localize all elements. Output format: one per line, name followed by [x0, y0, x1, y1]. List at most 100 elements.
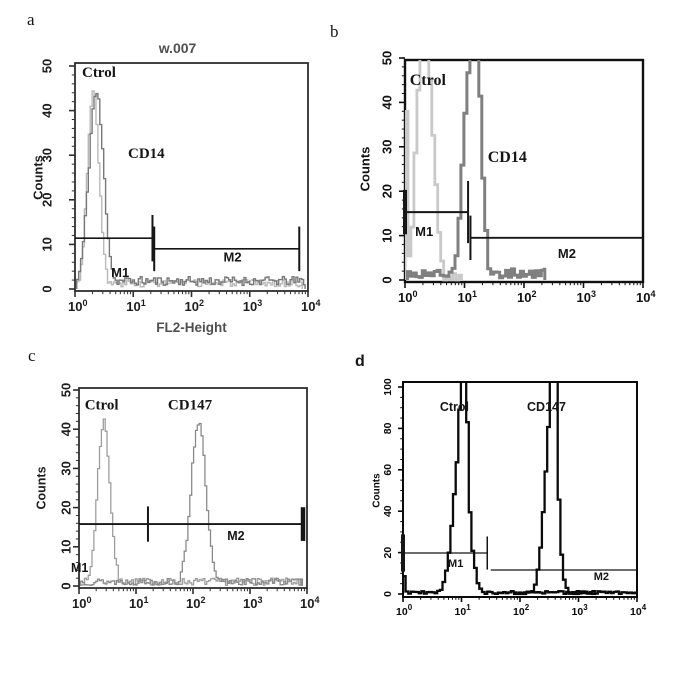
- annotation-cd14: CD14: [488, 149, 527, 166]
- annotations-d: Ctrol CD147: [440, 400, 566, 414]
- x-tick-label: 102: [513, 603, 530, 618]
- x-tick-label: 101: [455, 603, 472, 618]
- y-tick-label: 40: [39, 103, 54, 117]
- histogram-curves-c: [80, 418, 304, 586]
- y-tick-label: 30: [39, 148, 54, 162]
- y-tick-label: 20: [58, 500, 73, 514]
- x-tick-label: 102: [185, 298, 204, 314]
- annotation-cd147: CD147: [527, 400, 566, 414]
- y-tick-label: 10: [379, 228, 394, 242]
- x-tick-label: 101: [458, 289, 477, 305]
- histogram-curves-b: [405, 60, 547, 282]
- y-tick-label: 40: [382, 505, 394, 517]
- x-tick-label: 103: [577, 289, 596, 305]
- annotation-ctrol: Ctrol: [85, 398, 119, 414]
- y-tick-label: 20: [382, 547, 394, 559]
- y-tick-label: 50: [39, 59, 54, 73]
- annotation-cd147: CD147: [168, 398, 213, 414]
- y-tick-label: 10: [58, 540, 73, 554]
- plot-box-d: [402, 381, 638, 598]
- gate-label-m1: M1: [111, 265, 129, 280]
- gate-label-m2: M2: [558, 246, 576, 261]
- x-tick-label: 104: [636, 289, 655, 305]
- x-axis-d: 100 101 102 103 104: [396, 597, 647, 618]
- panel-d: d 100 101 102 103 104 0 20 40 60 80 100 Counts M1 M2 Ct…: [355, 353, 647, 618]
- curve-ctrol-d: [403, 382, 637, 596]
- gate-markers-a: M1 M2: [75, 214, 301, 280]
- annotation-ctrol: Ctrol: [82, 65, 116, 81]
- curve-ctrol-a: [76, 90, 303, 289]
- x-tick-label: 100: [398, 289, 417, 305]
- y-axis-title-d: Counts: [372, 473, 383, 508]
- gate-label-m1: M1: [415, 224, 433, 239]
- y-tick-label: 80: [382, 422, 394, 434]
- y-tick-label: 100: [382, 378, 394, 396]
- x-tick-label: 103: [243, 298, 262, 314]
- y-axis-title-b: Counts: [357, 147, 372, 192]
- y-tick-label: 50: [58, 383, 73, 397]
- y-tick-label: 40: [58, 422, 73, 436]
- y-tick-label: 30: [58, 461, 73, 475]
- y-axis-title-a: Counts: [30, 155, 45, 200]
- y-axis-c: 0 10 20 30 40 50: [58, 383, 79, 590]
- y-axis-b: 0 10 20 30 40 50: [379, 51, 405, 284]
- y-tick-label: 40: [379, 95, 394, 109]
- panel-a: a 100 101 102 103 104 0 10 20 30 40 50 Counts w.007 FL…: [27, 10, 320, 335]
- gate-label-m2: M2: [224, 249, 242, 264]
- y-tick-label: 60: [382, 464, 394, 476]
- annotations-a: Ctrol CD14: [82, 65, 165, 162]
- y-tick-label: 20: [379, 184, 394, 198]
- x-axis-c: 100 101 102 103 104: [72, 588, 319, 611]
- y-tick-label: 20: [39, 193, 54, 207]
- plot-title: w.007: [158, 40, 197, 56]
- y-tick-label: 0: [39, 285, 54, 292]
- gate-markers-d: M1 M2: [401, 534, 637, 583]
- y-tick-label: 30: [379, 140, 394, 154]
- panel-b: b 100 101 102 103 104 0 10 20 30 40 50 Counts M1 M2 Ctr…: [330, 22, 655, 305]
- gate-label-m2: M2: [594, 571, 609, 583]
- curve-ctrol-c: [80, 418, 302, 586]
- curve-cd147-d: [513, 382, 596, 596]
- x-tick-label: 104: [301, 298, 320, 314]
- gate-markers-c: M1 M2: [71, 506, 306, 575]
- y-axis-d: 0 20 40 60 80 100: [382, 378, 403, 597]
- x-tick-label: 103: [572, 603, 589, 618]
- plot-box-c: [78, 387, 308, 589]
- y-axis-title-c: Counts: [34, 466, 48, 509]
- gate-label-m1: M1: [71, 561, 88, 575]
- panel-letter-d: d: [355, 353, 365, 370]
- gate-label-m2: M2: [227, 529, 244, 543]
- x-tick-label: 100: [396, 603, 413, 618]
- annotation-ctrol: Ctrol: [410, 72, 447, 89]
- annotation-cd14: CD14: [128, 146, 165, 162]
- gate-markers-b: M1 M2: [403, 180, 643, 261]
- y-tick-label: 0: [382, 591, 394, 597]
- panel-letter-a: a: [27, 10, 35, 29]
- histogram-curves-d: [403, 382, 637, 596]
- x-tick-label: 103: [243, 595, 262, 611]
- curve-cd14-a: [76, 92, 306, 289]
- x-tick-label: 101: [129, 595, 148, 611]
- x-tick-label: 102: [186, 595, 205, 611]
- annotations-c: Ctrol CD147: [85, 398, 213, 414]
- y-tick-label: 50: [379, 51, 394, 65]
- curve-cd147-c: [80, 422, 304, 586]
- annotations-b: Ctrol CD14: [410, 72, 527, 166]
- panel-letter-b: b: [330, 22, 339, 41]
- y-axis-a: 0 10 20 30 40 50: [39, 59, 75, 293]
- panel-c: c 100 101 102 103 104 0 10 20 30 40 50 Counts M1 M2 Ctr…: [28, 346, 319, 611]
- y-tick-label: 10: [39, 237, 54, 251]
- x-axis-b: 100 101 102 103 104: [398, 282, 655, 305]
- x-tick-label: 100: [72, 595, 91, 611]
- curve-ctrol-b: [405, 60, 463, 282]
- x-tick-label: 104: [630, 603, 647, 618]
- gate-label-m1: M1: [448, 558, 463, 570]
- x-axis-a: 100 101 102 103 104: [68, 291, 320, 314]
- panel-letter-c: c: [28, 346, 36, 365]
- x-tick-label: 100: [68, 298, 87, 314]
- x-tick-label: 101: [126, 298, 145, 314]
- annotation-ctrol: Ctrol: [440, 400, 469, 414]
- y-tick-label: 0: [58, 582, 73, 589]
